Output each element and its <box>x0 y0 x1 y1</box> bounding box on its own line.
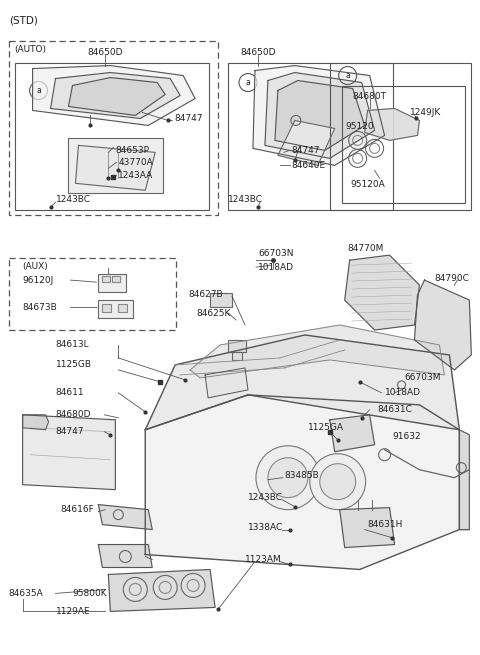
Bar <box>98 274 126 292</box>
Text: 1125GB: 1125GB <box>56 360 92 369</box>
Polygon shape <box>340 508 395 548</box>
Text: 84747: 84747 <box>292 146 320 155</box>
Text: 91632: 91632 <box>393 432 421 441</box>
Polygon shape <box>69 77 165 115</box>
Polygon shape <box>275 81 365 151</box>
Bar <box>228 63 393 210</box>
Text: a: a <box>246 78 251 87</box>
Bar <box>15 63 209 210</box>
Polygon shape <box>98 544 152 567</box>
Polygon shape <box>23 415 48 430</box>
Text: (STD): (STD) <box>9 16 37 26</box>
Circle shape <box>123 578 147 601</box>
Text: 1125GA: 1125GA <box>308 423 344 432</box>
Text: 1338AC: 1338AC <box>248 523 283 532</box>
Bar <box>342 86 465 203</box>
Text: 1123AM: 1123AM <box>245 555 282 564</box>
Text: 84653P: 84653P <box>115 146 149 155</box>
Polygon shape <box>205 368 248 398</box>
Text: 84613L: 84613L <box>56 341 89 350</box>
Polygon shape <box>415 280 471 370</box>
Text: a: a <box>345 71 350 80</box>
Bar <box>210 293 232 307</box>
Polygon shape <box>190 325 444 378</box>
Text: 84790C: 84790C <box>434 274 469 282</box>
Circle shape <box>153 576 177 599</box>
Bar <box>69 138 163 193</box>
Text: 1018AD: 1018AD <box>258 263 294 272</box>
Text: 96120J: 96120J <box>23 276 54 285</box>
Text: 84640E: 84640E <box>292 161 326 170</box>
Polygon shape <box>98 504 152 530</box>
Bar <box>98 300 133 318</box>
Circle shape <box>181 574 205 597</box>
Bar <box>9 41 218 215</box>
Polygon shape <box>145 335 459 430</box>
Bar <box>102 304 111 312</box>
Text: 1243AA: 1243AA <box>119 171 154 180</box>
Text: 84635A: 84635A <box>9 589 43 598</box>
Text: 84680T: 84680T <box>353 92 386 102</box>
Text: 84611: 84611 <box>56 388 84 398</box>
Text: 1243BC: 1243BC <box>56 195 91 204</box>
Circle shape <box>320 464 356 500</box>
Text: 43770A: 43770A <box>119 158 153 167</box>
Polygon shape <box>330 415 374 452</box>
Text: 1129AE: 1129AE <box>56 607 90 616</box>
Text: 84616F: 84616F <box>60 505 94 514</box>
Text: (AUX): (AUX) <box>23 262 48 271</box>
Bar <box>330 63 471 210</box>
Text: 66703M: 66703M <box>405 373 441 383</box>
Text: 84747: 84747 <box>56 427 84 436</box>
Polygon shape <box>23 415 115 490</box>
Circle shape <box>268 458 308 498</box>
Circle shape <box>256 446 320 510</box>
Polygon shape <box>75 145 155 191</box>
Polygon shape <box>278 121 335 165</box>
Text: 84625K: 84625K <box>196 309 230 318</box>
Bar <box>112 276 120 282</box>
Text: 84680D: 84680D <box>56 410 91 419</box>
Text: 84650D: 84650D <box>240 48 276 56</box>
Text: 95800K: 95800K <box>72 589 107 598</box>
Text: 1018AD: 1018AD <box>384 388 420 398</box>
Text: 95120A: 95120A <box>350 180 385 189</box>
Text: (AUTO): (AUTO) <box>15 45 47 54</box>
Polygon shape <box>50 73 180 119</box>
Text: 84631C: 84631C <box>378 405 412 415</box>
Polygon shape <box>265 73 374 159</box>
Polygon shape <box>108 569 215 611</box>
Polygon shape <box>365 109 420 140</box>
Polygon shape <box>145 395 459 569</box>
Bar <box>9 258 176 330</box>
Text: a: a <box>36 86 41 95</box>
Polygon shape <box>33 66 195 125</box>
Polygon shape <box>253 66 384 165</box>
Bar <box>232 352 242 360</box>
Text: 84627B: 84627B <box>188 290 223 299</box>
Bar <box>102 276 110 282</box>
Text: 1249JK: 1249JK <box>409 108 441 117</box>
Text: 84747: 84747 <box>174 114 203 123</box>
Text: 84673B: 84673B <box>23 303 58 312</box>
Polygon shape <box>345 255 420 330</box>
Text: 84770M: 84770M <box>348 244 384 253</box>
Text: 66703N: 66703N <box>258 249 293 257</box>
Text: 84631H: 84631H <box>368 520 403 529</box>
Text: 83485B: 83485B <box>285 471 320 480</box>
Bar <box>119 304 127 312</box>
Polygon shape <box>459 430 469 530</box>
Text: 84650D: 84650D <box>88 48 123 56</box>
Text: 1243BC: 1243BC <box>248 493 283 502</box>
Text: 1243BC: 1243BC <box>228 195 263 204</box>
Bar <box>228 340 246 352</box>
Text: 95120: 95120 <box>346 122 374 131</box>
Circle shape <box>310 454 366 510</box>
